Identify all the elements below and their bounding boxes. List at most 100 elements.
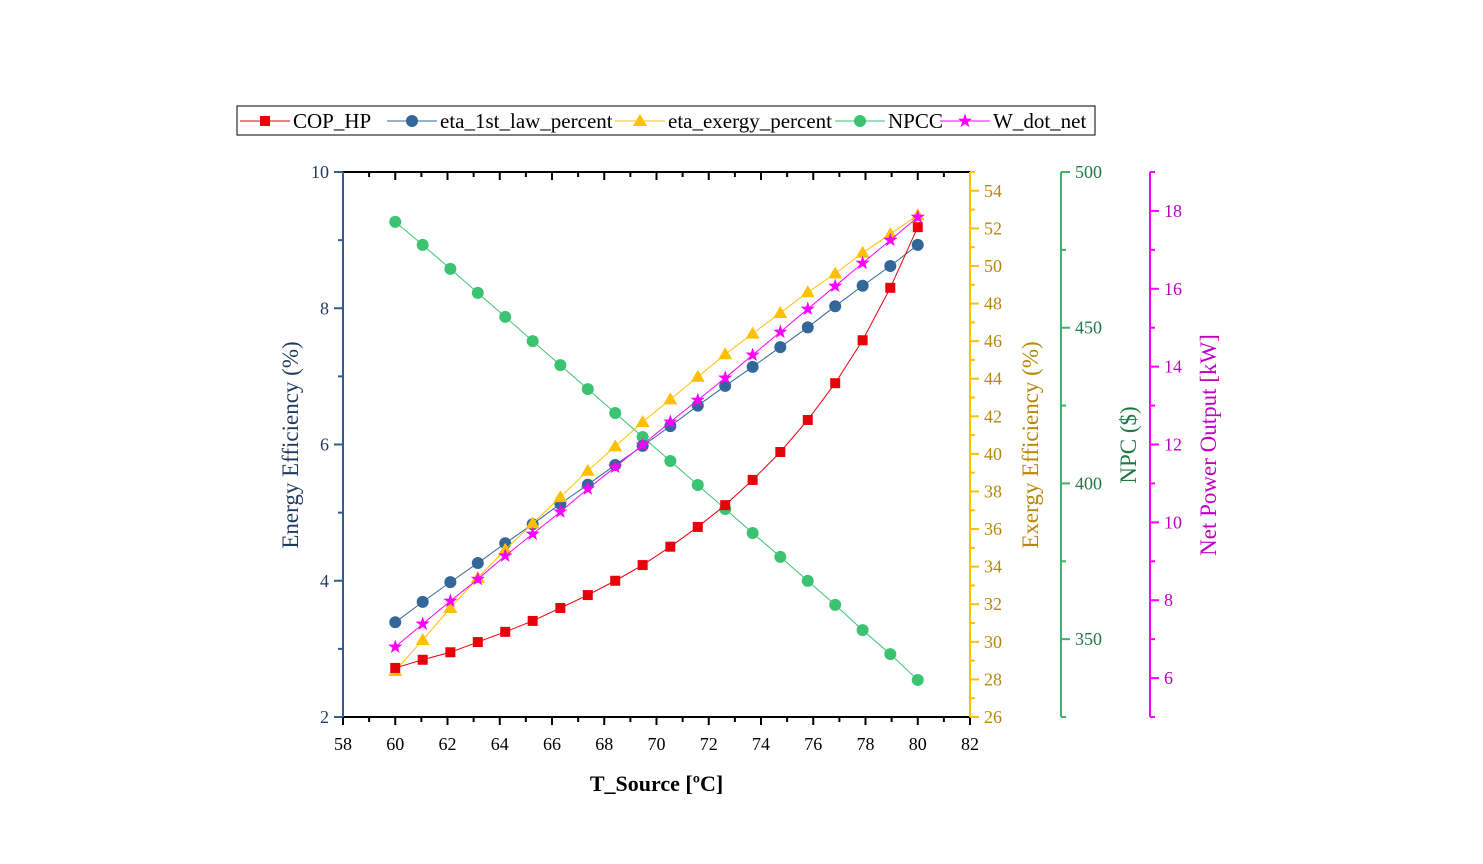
legend-label-w-dot-net: W_dot_net: [993, 109, 1086, 133]
data-point-eta-1st-law-percent: [471, 557, 484, 570]
data-point-w-dot-net: [498, 548, 513, 562]
y-tick-label-exergy: 26: [984, 707, 1002, 727]
y-tick-label-power: 10: [1164, 512, 1182, 532]
y-tick-label-energy: 4: [320, 571, 329, 591]
data-point-w-dot-net: [608, 459, 623, 474]
x-tick-label: 74: [752, 734, 770, 754]
data-point-w-dot-net: [580, 481, 595, 495]
legend-label-eta-1st-law-percent: eta_1st_law_percent: [440, 109, 613, 133]
data-point-w-dot-net: [470, 571, 485, 586]
data-point-npcc: [856, 624, 869, 637]
x-tick-label: 82: [961, 734, 979, 754]
x-tick-label: 68: [595, 734, 613, 754]
data-point-cop-hp: [390, 662, 401, 673]
data-point-npcc: [801, 574, 814, 587]
data-point-cop-hp: [802, 414, 813, 425]
y-tick-label-exergy: 36: [984, 519, 1002, 539]
y-tick-label-exergy: 32: [984, 594, 1002, 614]
series-cop-hp: [390, 222, 923, 673]
data-point-cop-hp: [527, 615, 538, 626]
data-point-w-dot-net: [855, 255, 870, 270]
legend-marker-eta-exergy-percent: [633, 114, 647, 126]
y-tick-label-energy: 10: [311, 162, 329, 182]
data-point-w-dot-net: [910, 209, 925, 224]
x-tick-label: 60: [386, 734, 404, 754]
x-tick-label: 70: [648, 734, 666, 754]
data-point-eta-exergy-percent: [525, 516, 540, 529]
data-point-cop-hp: [637, 560, 648, 571]
data-point-eta-1st-law-percent: [416, 595, 429, 608]
data-point-eta-exergy-percent: [663, 392, 678, 405]
x-tick-label: 58: [334, 734, 352, 754]
data-point-eta-1st-law-percent: [774, 341, 787, 354]
data-point-w-dot-net: [800, 301, 815, 316]
x-tick-label: 66: [543, 734, 561, 754]
data-point-w-dot-net: [690, 392, 705, 407]
data-point-eta-1st-law-percent: [911, 238, 924, 251]
y-tick-label-power: 12: [1164, 435, 1182, 455]
data-point-w-dot-net: [388, 639, 403, 653]
data-point-eta-1st-law-percent: [801, 321, 814, 334]
legend: COP_HP eta_1st_law_percent eta_exergy_perc…: [236, 105, 1096, 136]
data-point-cop-hp: [665, 541, 676, 552]
data-point-eta-1st-law-percent: [884, 260, 897, 273]
y-tick-label-exergy: 44: [984, 369, 1002, 389]
data-point-eta-exergy-percent: [690, 369, 705, 382]
y-tick-label-exergy: 54: [984, 181, 1002, 201]
x-tick-label: 80: [909, 734, 927, 754]
data-point-npcc: [774, 550, 787, 563]
data-point-cop-hp: [885, 282, 896, 293]
legend-marker-w-dot-net: [957, 113, 973, 128]
data-point-w-dot-net: [828, 278, 843, 293]
data-point-npcc: [526, 335, 539, 348]
series-line-w-dot-net: [394, 216, 919, 648]
y-tick-label-energy: 8: [320, 298, 329, 318]
data-point-eta-exergy-percent: [800, 285, 815, 298]
y-tick-label-exergy: 30: [984, 632, 1002, 652]
data-point-eta-exergy-percent: [773, 305, 788, 318]
data-point-eta-exergy-percent: [608, 439, 623, 452]
x-tick-label: 72: [700, 734, 718, 754]
y-tick-label-energy: 6: [320, 435, 329, 455]
data-point-eta-exergy-percent: [580, 463, 595, 476]
y-tick-label-exergy: 50: [984, 256, 1002, 276]
data-point-cop-hp: [500, 626, 511, 637]
y-tick-label-npc: 500: [1075, 162, 1102, 182]
series-line-npcc: [394, 221, 919, 681]
data-point-w-dot-net: [663, 414, 678, 428]
data-point-eta-1st-law-percent: [664, 420, 677, 433]
data-point-w-dot-net: [443, 593, 458, 608]
data-point-cop-hp: [692, 521, 703, 532]
data-point-npcc: [609, 407, 622, 420]
data-point-eta-exergy-percent: [553, 490, 568, 503]
data-point-cop-hp: [555, 603, 566, 613]
data-point-w-dot-net: [553, 504, 568, 518]
x-tick-label: 78: [857, 734, 875, 754]
y-tick-label-exergy: 40: [984, 444, 1002, 464]
data-point-npcc: [911, 673, 924, 686]
data-point-eta-1st-law-percent: [829, 300, 842, 313]
x-tick-label: 76: [804, 734, 822, 754]
y-tick-label-exergy: 38: [984, 481, 1002, 501]
legend-label-cop-hp: COP_HP: [293, 109, 371, 133]
data-point-cop-hp: [445, 647, 456, 658]
data-point-eta-1st-law-percent: [389, 616, 402, 629]
data-point-w-dot-net: [525, 526, 540, 541]
data-point-npcc: [471, 286, 484, 299]
data-point-eta-exergy-percent: [635, 414, 650, 427]
y-tick-label-exergy: 42: [984, 406, 1002, 426]
y-tick-label-energy: 2: [320, 707, 329, 727]
data-point-w-dot-net: [773, 324, 788, 339]
legend-marker-cop-hp: [260, 116, 270, 126]
series-w-dot-net: [388, 209, 925, 653]
data-point-eta-exergy-percent: [718, 347, 733, 360]
data-point-npcc: [746, 526, 759, 539]
x-tick-label: 64: [491, 734, 509, 754]
series-npcc: [389, 215, 924, 686]
data-point-cop-hp: [830, 378, 841, 389]
data-point-npcc: [389, 215, 402, 228]
data-point-w-dot-net: [883, 232, 898, 247]
data-point-npcc: [636, 431, 649, 444]
y-tick-label-power: 8: [1164, 590, 1173, 610]
data-point-eta-1st-law-percent: [746, 360, 759, 373]
